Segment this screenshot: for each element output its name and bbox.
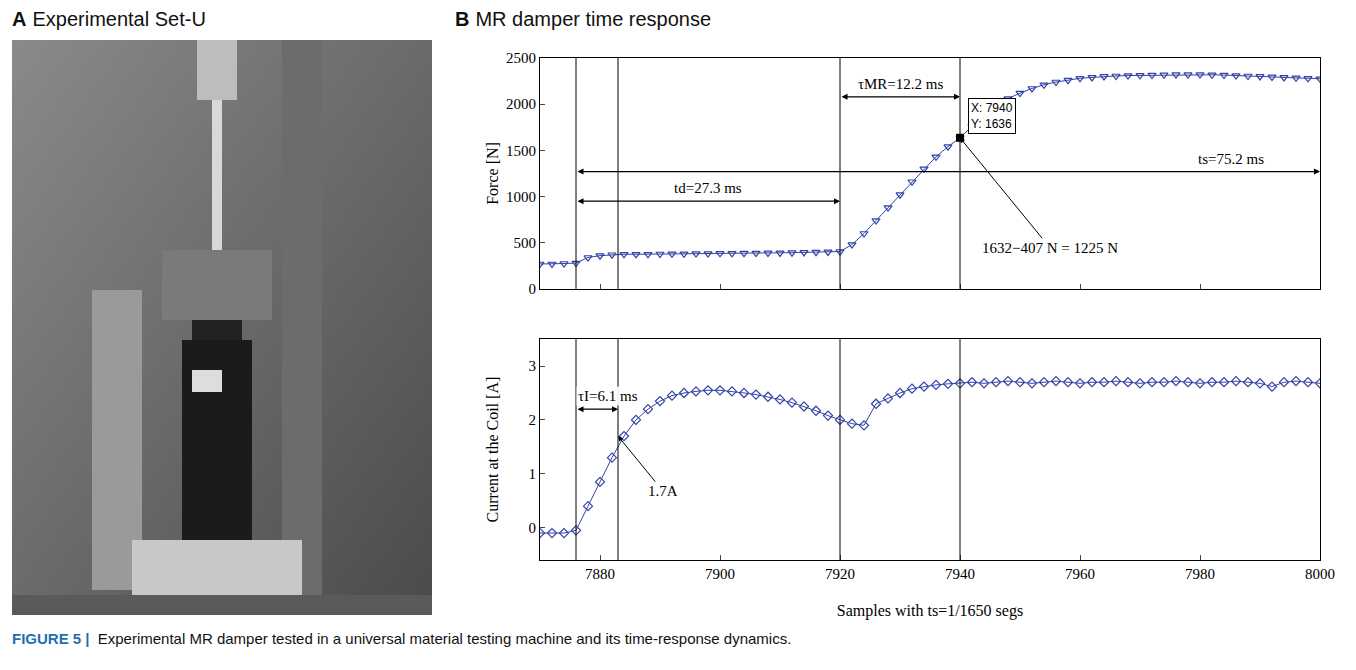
- html-text:FIGURE 5 | Experimental MR dam: FIGURE 5 | Experimental MR damper tested…: [12, 630, 792, 647]
- svg-text:7940: 7940: [945, 566, 975, 582]
- svg-text:τI=6.1 ms: τI=6.1 ms: [578, 388, 638, 404]
- svg-text:2000: 2000: [506, 96, 536, 112]
- svg-text:ts=75.2 ms: ts=75.2 ms: [1198, 151, 1264, 167]
- svg-text:7960: 7960: [1065, 566, 1095, 582]
- svg-text:1500: 1500: [506, 143, 536, 159]
- html-text:B MR damper time response: B MR damper time response: [455, 8, 712, 30]
- svg-text:τMR=12.2 ms: τMR=12.2 ms: [858, 76, 943, 92]
- svg-text:1632−407 N = 1225 N: 1632−407 N = 1225 N: [982, 240, 1118, 256]
- svg-text:7900: 7900: [705, 566, 735, 582]
- svg-text:2500: 2500: [506, 50, 536, 66]
- svg-text:1: 1: [529, 466, 537, 482]
- svg-text:500: 500: [514, 235, 537, 251]
- svg-text:7880: 7880: [585, 566, 615, 582]
- svg-text:0: 0: [529, 281, 537, 297]
- svg-text:td=27.3 ms: td=27.3 ms: [674, 180, 742, 196]
- svg-text:7980: 7980: [1185, 566, 1215, 582]
- svg-text:8000: 8000: [1305, 566, 1335, 582]
- svg-text:7920: 7920: [825, 566, 855, 582]
- html-text:A Experimental Set-U: A Experimental Set-U: [12, 8, 206, 30]
- svg-text:Current at the Coil [A]: Current at the Coil [A]: [484, 377, 501, 523]
- svg-text:Force [N]: Force [N]: [484, 142, 501, 205]
- svg-text:1000: 1000: [506, 189, 536, 205]
- svg-text:0: 0: [529, 520, 537, 536]
- svg-text:X: 7940Y: 1636: X: 7940Y: 1636: [971, 101, 1013, 131]
- svg-text:1.7A: 1.7A: [648, 483, 678, 499]
- svg-text:3: 3: [529, 358, 537, 374]
- svg-text:Samples with ts=1/1650 segs: Samples with ts=1/1650 segs: [837, 602, 1023, 620]
- svg-text:2: 2: [529, 412, 537, 428]
